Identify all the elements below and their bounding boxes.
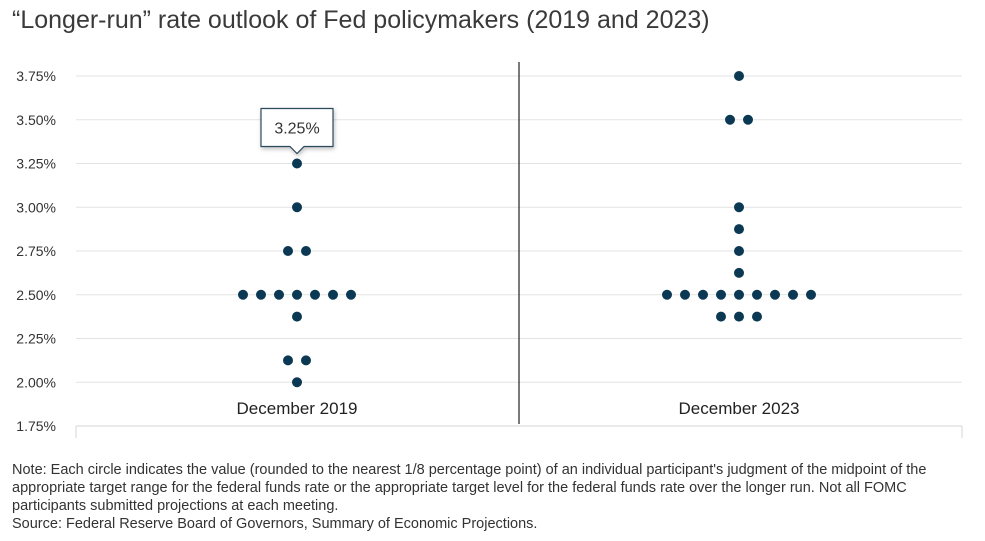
- data-point: [238, 289, 248, 300]
- chart-title: “Longer-run” rate outlook of Fed policym…: [12, 6, 710, 34]
- dot-plot-chart: 3.75% 3.50% 3.25% 3.00% 2.75% 2.50% 2.25% 2.00%…: [16, 62, 963, 438]
- data-point: [283, 246, 293, 256]
- data-point: [716, 311, 726, 322]
- data-point: [725, 114, 735, 125]
- y-tick-label: 2.75%: [16, 243, 56, 259]
- data-point: [301, 246, 311, 256]
- data-point: [716, 289, 726, 300]
- data-point: [292, 311, 302, 322]
- category-label: December 2023: [679, 399, 800, 418]
- data-point: [734, 267, 744, 278]
- data-point: [662, 289, 672, 300]
- y-tick-label: 3.50%: [16, 112, 56, 128]
- note-text: Note: Each circle indicates the value (r…: [12, 462, 927, 514]
- data-point: [310, 289, 320, 300]
- data-point: [788, 289, 798, 300]
- data-point: [734, 246, 744, 256]
- y-tick-label: 2.50%: [16, 287, 56, 303]
- y-tick-label: 1.75%: [16, 418, 56, 434]
- data-point: [752, 311, 762, 322]
- data-point: [752, 289, 762, 300]
- data-point: [274, 289, 284, 300]
- data-point: [346, 289, 356, 300]
- data-point: [698, 289, 708, 300]
- data-point: [680, 289, 690, 300]
- data-point: [734, 202, 744, 213]
- data-point: [292, 158, 302, 169]
- data-point: [734, 224, 744, 235]
- data-point: [292, 377, 302, 388]
- data-point: [328, 289, 338, 300]
- data-point: [734, 311, 744, 322]
- tooltip-box: [260, 107, 334, 155]
- data-point: [301, 355, 311, 366]
- y-tick-label: 3.75%: [16, 68, 56, 84]
- data-point: [256, 289, 266, 300]
- source-text: Source: Federal Reserve Board of Governo…: [12, 516, 538, 532]
- data-point: [734, 289, 744, 300]
- y-tick-label: 3.00%: [16, 199, 56, 215]
- data-point: [292, 289, 302, 300]
- y-tick-label: 2.00%: [16, 374, 56, 390]
- tooltip-label: 3.25%: [274, 121, 319, 138]
- y-tick-label: 3.25%: [16, 156, 56, 172]
- data-point: [743, 114, 753, 125]
- y-tick-label: 2.25%: [16, 331, 56, 347]
- data-point: [806, 289, 816, 300]
- data-point: [292, 202, 302, 213]
- category-label: December 2019: [237, 399, 358, 418]
- data-point: [283, 355, 293, 366]
- value-tooltip: 3.25%: [260, 107, 334, 155]
- data-point: [734, 71, 744, 81]
- chart-footnote: Note: Each circle indicates the value (r…: [12, 461, 977, 533]
- data-point: [770, 289, 780, 300]
